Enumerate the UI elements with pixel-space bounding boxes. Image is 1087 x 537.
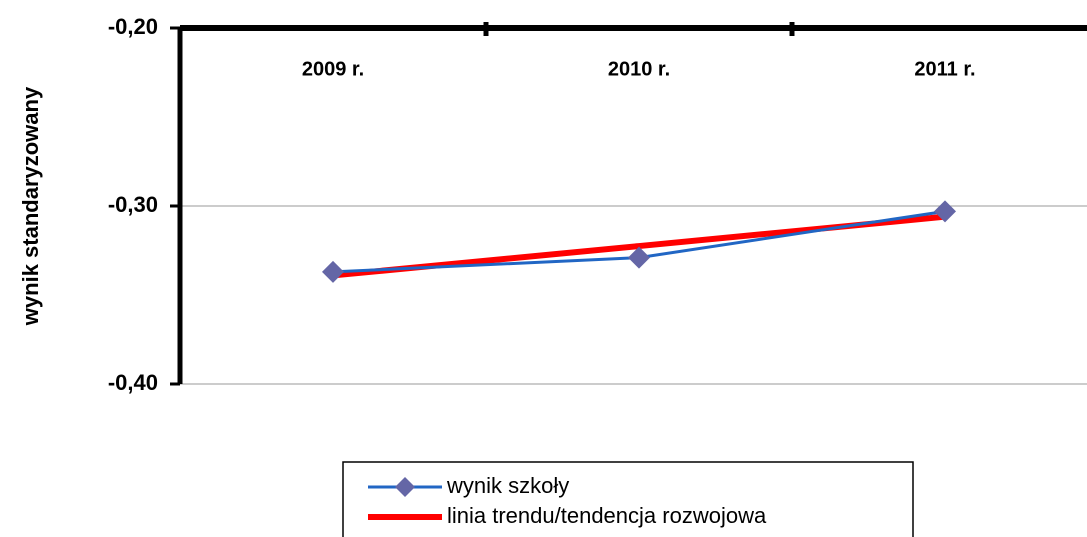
legend-marker [395, 477, 415, 497]
x-tick-label: 2011 r. [914, 58, 975, 80]
marker [628, 246, 650, 269]
marker [934, 200, 956, 223]
legend-label: wynik szkoły [446, 473, 569, 498]
legend-box [342, 461, 914, 537]
legend-label: linia trendu/tendencja rozwojowa [447, 503, 767, 528]
y-tick-label: -0,30 [108, 192, 158, 217]
x-tick-label: 2010 r. [608, 58, 670, 80]
x-tick-label: 2009 r. [302, 58, 364, 80]
marker [322, 260, 344, 283]
y-tick-label: -0,20 [108, 14, 158, 39]
y-axis-title: wynik standaryzowany [18, 86, 43, 326]
y-tick-label: -0,40 [108, 370, 158, 395]
